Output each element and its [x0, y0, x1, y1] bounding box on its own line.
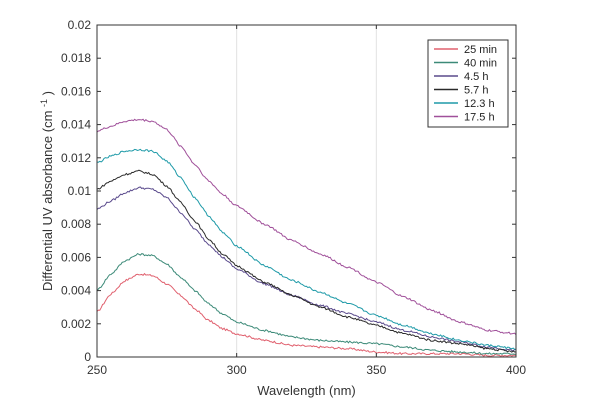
y-tick-label: 0 [84, 350, 91, 364]
legend-label: 4.5 h [464, 71, 488, 83]
series-line-1 [96, 272, 517, 357]
x-tick-label: 300 [227, 363, 247, 377]
y-tick-label: 0.01 [68, 184, 92, 198]
x-tick-label: 350 [366, 363, 386, 377]
x-tick-labels: 250 300 350 400 [87, 363, 526, 377]
y-tick-label: 0.014 [61, 118, 91, 132]
legend-label: 5.7 h [464, 85, 488, 97]
series-line-2 [96, 252, 517, 355]
y-tick-label: 0.016 [61, 84, 91, 98]
x-tick-label: 400 [506, 363, 526, 377]
x-axis-title: Wavelength (nm) [257, 383, 356, 398]
y-tick-label: 0.018 [61, 51, 91, 65]
legend-label: 40 min [464, 58, 497, 70]
series-line-5 [96, 148, 517, 350]
y-tick-label: 0.02 [68, 18, 92, 32]
x-tick-label: 250 [87, 363, 107, 377]
y-tick-label: 0.012 [61, 151, 91, 165]
series-line-6 [96, 118, 517, 336]
y-tick-label: 0.008 [61, 217, 91, 231]
y-tick-label: 0.002 [61, 317, 91, 331]
y-tick-label: 0.006 [61, 250, 91, 264]
y-tick-labels: 0 0.002 0.004 0.006 0.008 0.01 0.012 0.014 0.016… [61, 18, 91, 364]
series-line-4 [96, 169, 517, 353]
legend-label: 12.3 h [464, 98, 495, 110]
legend-label: 25 min [464, 44, 497, 56]
grid [236, 25, 377, 357]
series-group [96, 118, 517, 357]
series-line-3 [96, 186, 517, 352]
y-axis-title: Differential UV absorbance (cm -1 ) [35, 91, 55, 291]
tick-marks [96, 24, 517, 358]
y-tick-label: 0.004 [61, 284, 91, 298]
legend-box [427, 39, 509, 128]
legend-label: 17.5 h [464, 112, 495, 124]
